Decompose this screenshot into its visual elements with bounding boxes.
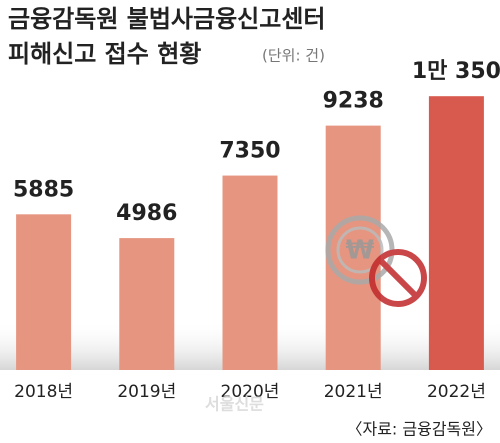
chart-subtitle: 피해신고 접수 현황 xyxy=(8,40,201,68)
bar xyxy=(16,214,72,370)
bar xyxy=(119,238,175,370)
watermark: 서울신문 xyxy=(205,395,264,414)
bar xyxy=(325,125,381,370)
value-label: 5885 xyxy=(13,177,74,202)
chart-title: 금융감독원 불법사금융신고센터 xyxy=(8,5,325,33)
x-tick-label: 2019년 xyxy=(117,382,176,402)
x-tick-label: 2020년 xyxy=(221,382,280,402)
unit-label: (단위: 건) xyxy=(262,47,325,65)
won-prohibited-icon: ₩ xyxy=(325,215,427,307)
source: 〈자료: 금융감독원〉 xyxy=(346,420,492,439)
svg-text:₩: ₩ xyxy=(346,236,375,266)
x-tick-label: 2018년 xyxy=(14,382,73,402)
value-label: 7350 xyxy=(219,139,280,164)
bar xyxy=(428,96,484,370)
x-tick-label: 2022년 xyxy=(427,382,486,402)
bar xyxy=(222,175,278,370)
value-label: 9238 xyxy=(323,89,384,114)
x-tick-label: 2021년 xyxy=(324,382,383,402)
value-label: 4986 xyxy=(116,201,177,226)
value-label: 1만 350 xyxy=(412,59,500,84)
bars: 2018년 5885 2019년 4986 2020년 7350 2021년 9238 2022… xyxy=(13,59,500,402)
